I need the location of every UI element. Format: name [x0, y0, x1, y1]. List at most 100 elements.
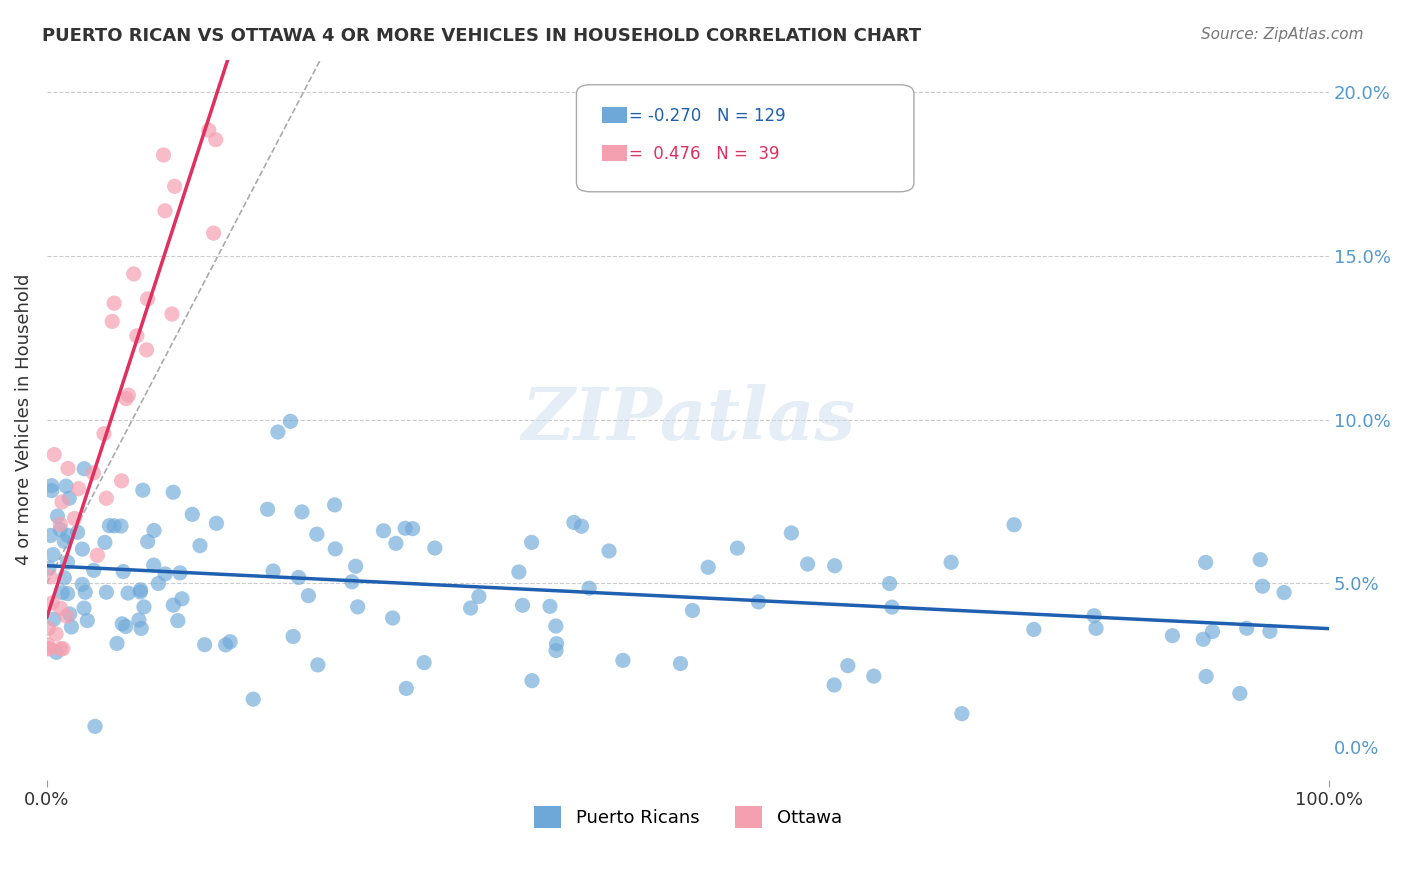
Ottawa	[117, 388, 139, 402]
Puerto Ricans	[170, 591, 193, 606]
Puerto Ricans	[53, 534, 76, 549]
Puerto Ricans	[520, 673, 543, 688]
Puerto Ricans	[346, 599, 368, 614]
Ottawa	[44, 448, 66, 462]
Puerto Ricans	[167, 614, 190, 628]
Puerto Ricans	[41, 483, 63, 498]
Puerto Ricans	[143, 524, 166, 538]
Ottawa	[93, 426, 115, 441]
Puerto Ricans	[1085, 621, 1108, 635]
Puerto Ricans	[103, 518, 125, 533]
Puerto Ricans	[73, 461, 96, 475]
Puerto Ricans	[42, 612, 65, 626]
Ottawa	[51, 495, 73, 509]
Puerto Ricans	[544, 643, 567, 657]
Puerto Ricans	[538, 599, 561, 614]
Puerto Ricans	[1249, 552, 1271, 566]
Puerto Ricans	[73, 601, 96, 615]
Puerto Ricans	[114, 619, 136, 633]
Puerto Ricans	[395, 681, 418, 696]
Puerto Ricans	[136, 534, 159, 549]
Puerto Ricans	[323, 541, 346, 556]
Ottawa	[163, 179, 186, 194]
Ottawa	[41, 596, 63, 610]
Puerto Ricans	[76, 614, 98, 628]
Puerto Ricans	[56, 528, 79, 542]
Puerto Ricans	[520, 535, 543, 549]
Puerto Ricans	[132, 599, 155, 614]
Ottawa	[187, 20, 209, 34]
Puerto Ricans	[38, 561, 60, 575]
Puerto Ricans	[562, 516, 585, 530]
Puerto Ricans	[262, 564, 284, 578]
Puerto Ricans	[1192, 632, 1215, 647]
Puerto Ricans	[598, 544, 620, 558]
Ottawa	[37, 622, 59, 636]
Ottawa	[49, 517, 72, 532]
Ottawa	[110, 474, 132, 488]
Puerto Ricans	[84, 719, 107, 733]
Puerto Ricans	[612, 653, 634, 667]
Text: PUERTO RICAN VS OTTAWA 4 OR MORE VEHICLES IN HOUSEHOLD CORRELATION CHART: PUERTO RICAN VS OTTAWA 4 OR MORE VEHICLE…	[42, 27, 921, 45]
Puerto Ricans	[291, 505, 314, 519]
Puerto Ricans	[1022, 623, 1045, 637]
Puerto Ricans	[94, 535, 117, 549]
Ottawa	[39, 570, 62, 584]
Puerto Ricans	[748, 595, 770, 609]
Puerto Ricans	[66, 525, 89, 540]
Puerto Ricans	[162, 485, 184, 500]
Ottawa	[101, 314, 124, 328]
Puerto Ricans	[60, 620, 83, 634]
Puerto Ricans	[796, 557, 818, 571]
Puerto Ricans	[117, 586, 139, 600]
Puerto Ricans	[49, 523, 72, 537]
Puerto Ricans	[188, 539, 211, 553]
Ottawa	[136, 292, 159, 306]
Puerto Ricans	[132, 483, 155, 498]
Ottawa	[56, 461, 79, 475]
Puerto Ricans	[939, 555, 962, 569]
Puerto Ricans	[460, 601, 482, 615]
Y-axis label: 4 or more Vehicles in Household: 4 or more Vehicles in Household	[15, 274, 32, 566]
Puerto Ricans	[129, 582, 152, 597]
Puerto Ricans	[725, 541, 748, 555]
Puerto Ricans	[46, 509, 69, 524]
Ottawa	[45, 627, 67, 641]
Puerto Ricans	[267, 425, 290, 439]
Puerto Ricans	[1195, 556, 1218, 570]
Puerto Ricans	[344, 559, 367, 574]
Puerto Ricans	[39, 528, 62, 542]
Ottawa	[153, 203, 176, 218]
Puerto Ricans	[1083, 608, 1105, 623]
Puerto Ricans	[128, 613, 150, 627]
Puerto Ricans	[1258, 624, 1281, 639]
Puerto Ricans	[148, 576, 170, 591]
Puerto Ricans	[42, 548, 65, 562]
Puerto Ricans	[544, 619, 567, 633]
Puerto Ricans	[129, 622, 152, 636]
Puerto Ricans	[669, 657, 692, 671]
Puerto Ricans	[1251, 579, 1274, 593]
Puerto Ricans	[181, 508, 204, 522]
Ottawa	[135, 343, 157, 357]
Puerto Ricans	[83, 563, 105, 577]
Ottawa	[103, 296, 125, 310]
Ottawa	[122, 267, 145, 281]
Puerto Ricans	[169, 566, 191, 580]
Puerto Ricans	[59, 607, 82, 621]
Puerto Ricans	[297, 589, 319, 603]
Text: R = -0.270   N = 129: R = -0.270 N = 129	[612, 107, 785, 125]
Puerto Ricans	[323, 498, 346, 512]
Puerto Ricans	[70, 577, 93, 591]
Ottawa	[202, 226, 225, 240]
Puerto Ricans	[214, 638, 236, 652]
Puerto Ricans	[58, 491, 80, 505]
Puerto Ricans	[837, 658, 859, 673]
Puerto Ricans	[1201, 624, 1223, 639]
Ottawa	[55, 609, 77, 624]
Ottawa	[37, 638, 59, 652]
Puerto Ricans	[1161, 629, 1184, 643]
Text: ZIPatlas: ZIPatlas	[522, 384, 855, 455]
Puerto Ricans	[72, 542, 94, 557]
Puerto Ricans	[56, 555, 79, 569]
